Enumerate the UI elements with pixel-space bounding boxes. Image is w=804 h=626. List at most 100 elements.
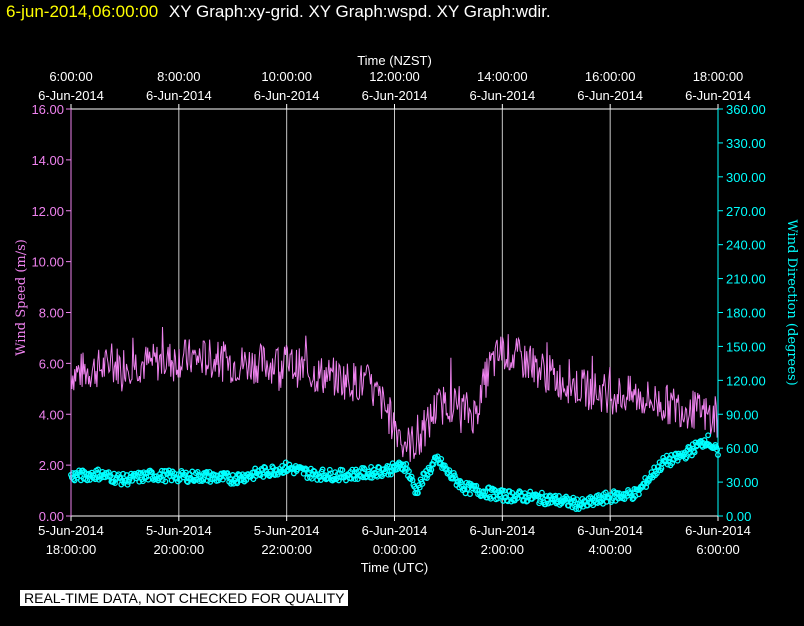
- bottom-tick-label: 5-Jun-2014: [254, 523, 320, 538]
- wind-direction-point: [467, 491, 473, 498]
- header: 6-jun-2014,06:00:00 XY Graph:xy-grid. XY…: [6, 2, 551, 22]
- wind-direction-point: [368, 463, 375, 470]
- left-tick-label: 4.00: [39, 407, 64, 422]
- right-tick-label: 330.00: [726, 136, 766, 151]
- wind-direction-point: [446, 467, 453, 474]
- wind-direction-point: [416, 484, 423, 491]
- left-axis-title: Wind Speed (m/s): [14, 239, 29, 356]
- wind-direction-points: [68, 432, 721, 512]
- wind-direction-point: [129, 477, 136, 484]
- grid-lines: [178, 109, 611, 516]
- top-tick-label: 10:00:00: [261, 69, 312, 84]
- wind-direction-point: [555, 493, 562, 499]
- right-tick-label: 0.00: [726, 509, 751, 524]
- wind-direction-point: [124, 481, 131, 488]
- wind-direction-point: [148, 469, 155, 476]
- wind-direction-point: [482, 488, 489, 495]
- top-tick-label: 6-Jun-2014: [146, 88, 212, 103]
- right-tick-label: 180.00: [726, 306, 766, 321]
- right-tick-label: 210.00: [726, 272, 766, 287]
- wind-direction-point: [691, 449, 698, 456]
- wind-speed-line: [70, 326, 719, 462]
- wind-direction-point: [339, 467, 346, 474]
- bottom-tick-label: 6-Jun-2014: [577, 523, 643, 538]
- right-tick-label: 270.00: [726, 204, 766, 219]
- wind-direction-point: [552, 492, 559, 499]
- wind-direction-point: [683, 454, 690, 461]
- bottom-tick-label: 6-Jun-2014: [469, 523, 535, 538]
- top-tick-label: 6:00:00: [49, 69, 92, 84]
- right-tick-label: 240.00: [726, 238, 766, 253]
- right-tick-label: 300.00: [726, 170, 766, 185]
- wind-direction-point: [573, 506, 579, 512]
- wind-direction-point: [262, 464, 269, 471]
- bottom-tick-label: 2:00:00: [481, 542, 524, 557]
- wind-direction-point: [162, 478, 169, 485]
- left-tick-label: 8.00: [39, 306, 64, 321]
- wind-direction-point: [627, 489, 634, 496]
- wind-direction-point: [106, 473, 113, 480]
- left-tick-label: 12.00: [31, 204, 64, 219]
- left-tick-label: 2.00: [39, 458, 64, 473]
- wind-direction-point: [224, 470, 231, 477]
- wind-direction-point: [194, 468, 201, 475]
- header-timestamp: 6-jun-2014,06:00:00: [6, 2, 159, 21]
- wind-direction-point: [423, 475, 430, 481]
- right-tick-label: 150.00: [726, 339, 766, 354]
- top-tick-label: 18:00:00: [693, 69, 744, 84]
- top-tick-label: 12:00:00: [369, 69, 420, 84]
- top-tick-label: 6-Jun-2014: [469, 88, 535, 103]
- wind-direction-point: [95, 466, 101, 473]
- wind-direction-point: [543, 493, 550, 500]
- wind-direction-point: [319, 466, 326, 473]
- top-tick-label: 6-Jun-2014: [254, 88, 320, 103]
- wind-direction-point: [352, 476, 358, 483]
- wind-direction-point: [369, 474, 375, 481]
- top-tick-label: 6-Jun-2014: [38, 88, 104, 103]
- wind-direction-point: [302, 465, 309, 472]
- wind-direction-point: [326, 466, 333, 473]
- bottom-tick-label: 22:00:00: [261, 542, 312, 557]
- wind-direction-point: [450, 469, 457, 476]
- wind-direction-point: [84, 477, 91, 484]
- chart-axes: 6:00:00 6-Jun-2014 5-Jun-2014 18:00:00 8:00:…: [14, 53, 799, 575]
- bottom-tick-label: 0:00:00: [373, 542, 416, 557]
- top-tick-label: 6-Jun-2014: [362, 88, 428, 103]
- top-tick-label: 6-Jun-2014: [685, 88, 751, 103]
- right-tick-label: 360.00: [726, 102, 766, 117]
- wind-direction-point: [360, 474, 366, 481]
- right-tick-label: 90.00: [726, 407, 759, 422]
- wind-direction-point: [203, 469, 210, 475]
- wind-direction-point: [126, 476, 133, 483]
- right-tick-label: 30.00: [726, 475, 759, 490]
- wind-direction-point: [509, 489, 516, 496]
- wind-direction-point: [438, 455, 445, 462]
- right-tick-label: 60.00: [726, 441, 759, 456]
- bottom-tick-label: 4:00:00: [588, 542, 631, 557]
- wind-direction-point: [427, 469, 434, 476]
- bottom-tick-label: 6-Jun-2014: [685, 523, 751, 538]
- wind-direction-point: [355, 468, 362, 475]
- right-tick-label: 120.00: [726, 373, 766, 388]
- bottom-tick-label: 5-Jun-2014: [146, 523, 212, 538]
- left-tick-label: 14.00: [31, 153, 64, 168]
- wind-direction-point: [542, 501, 549, 508]
- top-axis-title: Time (NZST): [357, 53, 432, 68]
- wind-direction-point: [234, 480, 241, 487]
- wind-direction-point: [484, 494, 491, 501]
- wind-direction-point: [538, 489, 545, 496]
- wind-direction-point: [419, 480, 426, 487]
- wind-direction-point: [243, 477, 250, 484]
- left-tick-label: 16.00: [31, 102, 64, 117]
- wind-direction-point: [268, 471, 275, 478]
- wind-direction-point: [408, 473, 415, 480]
- bottom-tick-label: 6:00:00: [696, 542, 739, 557]
- bottom-tick-label: 18:00:00: [46, 542, 97, 557]
- top-tick-label: 8:00:00: [157, 69, 200, 84]
- bottom-tick-label: 6-Jun-2014: [362, 523, 428, 538]
- top-tick-label: 16:00:00: [585, 69, 636, 84]
- wind-direction-point: [414, 490, 421, 496]
- bottom-tick-label: 5-Jun-2014: [38, 523, 104, 538]
- wind-direction-point: [349, 466, 356, 473]
- wind-direction-point: [451, 472, 458, 479]
